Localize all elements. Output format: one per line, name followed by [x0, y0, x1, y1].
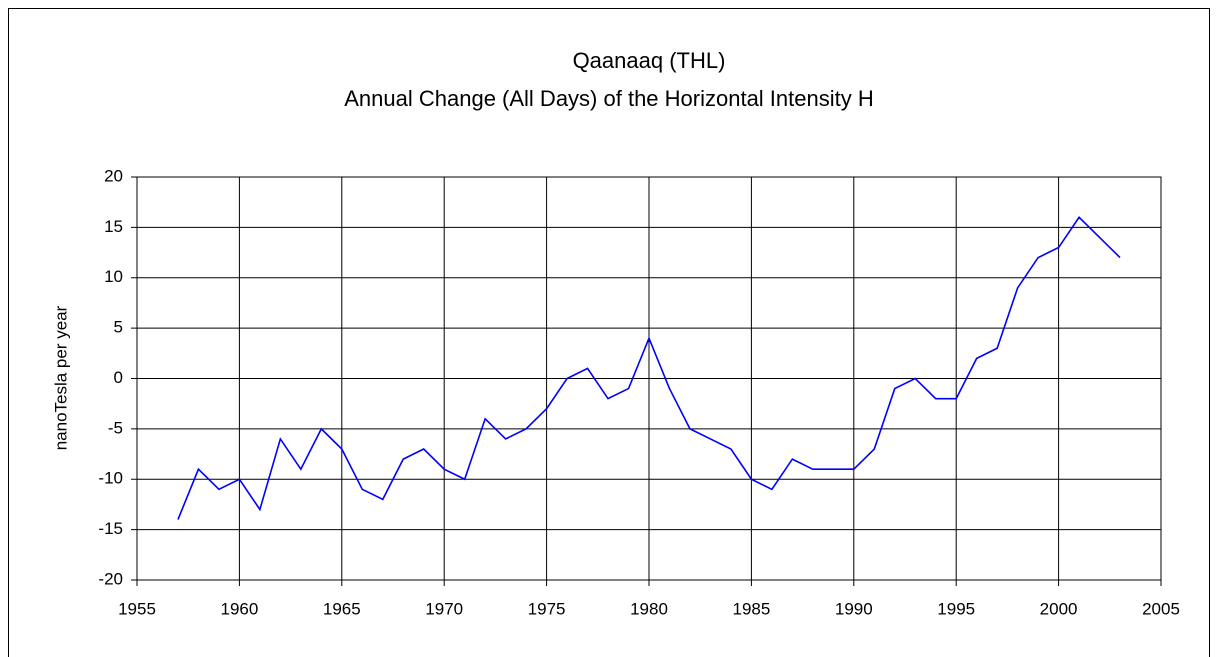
x-tick-label: 1975: [528, 599, 566, 618]
x-tick-label: 1995: [937, 599, 975, 618]
data-line: [177, 216, 1121, 520]
y-tick-label: -20: [98, 569, 123, 588]
x-tick-label: 1990: [835, 599, 873, 618]
y-axis-label: nanoTesla per year: [51, 305, 70, 450]
chart-subtitle: Annual Change (All Days) of the Horizont…: [344, 86, 873, 111]
chart-frame: [8, 8, 1210, 657]
chart-title: Qaanaaq (THL): [573, 48, 726, 73]
y-tick-label: -5: [108, 418, 123, 437]
x-tick-label: 1980: [630, 599, 668, 618]
x-tick-label: 1965: [323, 599, 361, 618]
plot-border: [136, 176, 1162, 581]
y-tick-label: -10: [98, 469, 123, 488]
y-tick-label: -15: [98, 519, 123, 538]
y-tick-label: 20: [104, 166, 123, 185]
y-tick-label: 5: [114, 318, 123, 337]
y-tick-label: 15: [104, 217, 123, 236]
x-tick-label: 2000: [1040, 599, 1078, 618]
x-tick-label: 1960: [220, 599, 258, 618]
x-tick-label: 1955: [118, 599, 156, 618]
y-tick-label: 0: [114, 368, 123, 387]
x-tick-label: 1970: [425, 599, 463, 618]
x-tick-label: 2005: [1142, 599, 1180, 618]
x-tick-label: 1985: [732, 599, 770, 618]
y-tick-label: 10: [104, 267, 123, 286]
